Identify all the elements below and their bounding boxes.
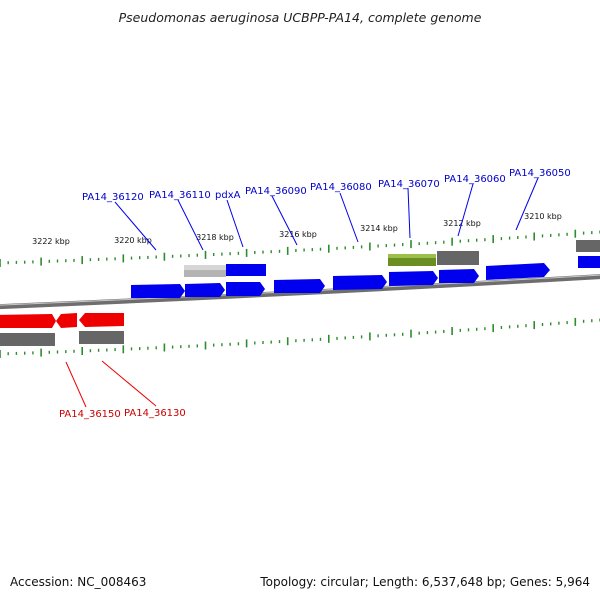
inner-tick-ring: [0, 317, 600, 358]
map-title: Pseudomonas aeruginosa UCBPP-PA14, compl…: [119, 10, 482, 25]
reverse-gene-arrow[interactable]: [0, 314, 56, 328]
rna-feature-highlight: [388, 254, 436, 258]
reverse-gene-track: [0, 313, 124, 328]
gene-label-pa14-36050[interactable]: PA14_36050: [509, 168, 571, 179]
gene-label-pa14-36130[interactable]: PA14_36130: [124, 408, 186, 419]
outer-tick-ring: [0, 229, 600, 267]
gene-label-pa14-36070[interactable]: PA14_36070: [378, 179, 440, 190]
orf-feature[interactable]: [79, 331, 124, 344]
forward-gene-arrow[interactable]: [274, 279, 325, 293]
forward-gene-track: [131, 263, 550, 298]
forward-gene-arrow[interactable]: [226, 282, 265, 296]
reverse-gene-arrow[interactable]: [79, 313, 124, 327]
scale-label-3214: 3214 kbp: [360, 224, 398, 233]
gene-label-pa14-36080[interactable]: PA14_36080: [310, 182, 372, 193]
scale-label-3210: 3210 kbp: [524, 212, 562, 221]
gene-label-pa14-36060[interactable]: PA14_36060: [444, 174, 506, 185]
reverse-label-leaders: [65, 360, 157, 408]
accession-text: Accession: NC_008463: [10, 575, 146, 589]
scale-label-3218: 3218 kbp: [196, 233, 234, 242]
forward-gene-arrow[interactable]: [333, 275, 387, 290]
scale-label-3222: 3222 kbp: [32, 237, 70, 246]
orf-feature-highlight: [184, 265, 226, 270]
gene-label-pa14-36110[interactable]: PA14_36110: [149, 190, 211, 201]
gene-feature[interactable]: [578, 256, 600, 268]
scale-label-3216: 3216 kbp: [279, 230, 317, 239]
orf-feature[interactable]: [576, 240, 600, 252]
forward-label-leaders: [114, 177, 539, 251]
forward-gene-arrow[interactable]: [439, 269, 479, 283]
orf-feature[interactable]: [437, 251, 479, 265]
gene-label-pdxa[interactable]: pdxA: [215, 190, 241, 201]
gene-feature[interactable]: [226, 264, 266, 276]
forward-gene-arrow[interactable]: [389, 271, 438, 286]
inner-feature-track: [0, 331, 124, 346]
orf-feature[interactable]: [0, 333, 55, 346]
forward-gene-arrow[interactable]: [131, 284, 185, 298]
genome-summary-text: Topology: circular; Length: 6,537,648 bp…: [259, 575, 590, 589]
forward-gene-arrow[interactable]: [185, 283, 225, 297]
gene-label-pa14-36120[interactable]: PA14_36120: [82, 192, 144, 203]
scale-label-3220: 3220 kbp: [114, 236, 152, 245]
gene-label-pa14-36150[interactable]: PA14_36150: [59, 409, 121, 420]
reverse-gene-arrow[interactable]: [56, 313, 77, 328]
gene-label-pa14-36090[interactable]: PA14_36090: [245, 186, 307, 197]
forward-gene-arrow[interactable]: [486, 263, 550, 280]
outer-feature-track: [184, 240, 600, 277]
